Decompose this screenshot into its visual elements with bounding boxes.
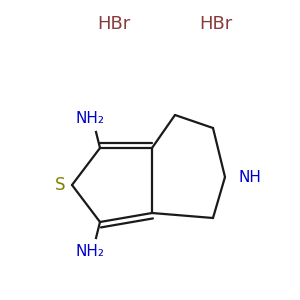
Text: HBr: HBr	[200, 15, 232, 33]
Text: HBr: HBr	[98, 15, 130, 33]
Text: NH₂: NH₂	[76, 111, 104, 126]
Text: NH₂: NH₂	[76, 244, 104, 259]
Text: NH: NH	[239, 169, 262, 184]
Text: S: S	[55, 176, 65, 194]
